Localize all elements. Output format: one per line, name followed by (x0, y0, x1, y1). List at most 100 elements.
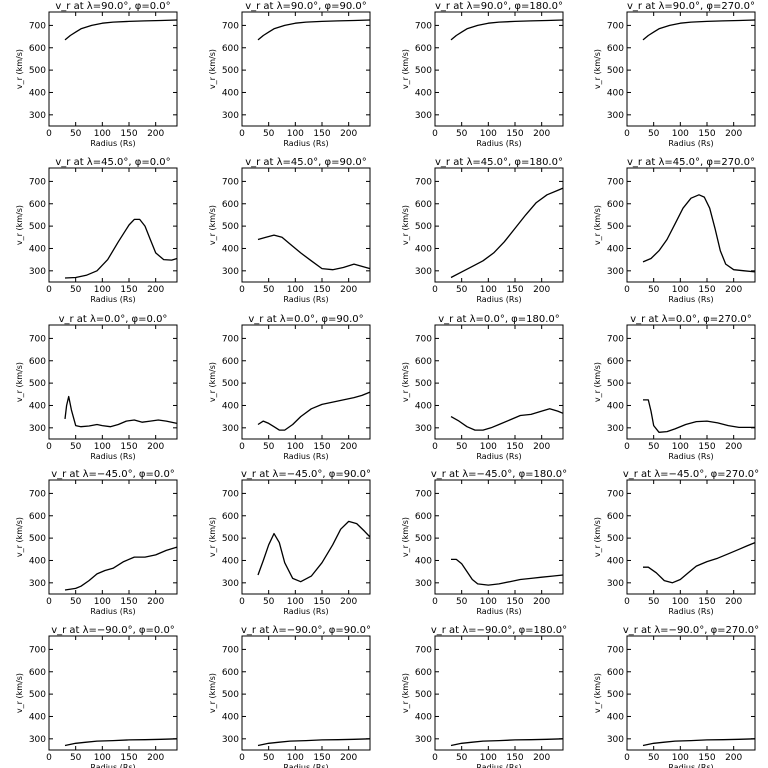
x-tick-label: 0 (432, 753, 438, 763)
x-tick-label: 150 (506, 285, 523, 295)
chart-panel-18: v_r at λ=−90.0°, φ=90.0° 0 50 100 150 200 300 4… (208, 625, 371, 768)
y-tick-label: 500 (415, 66, 432, 76)
y-tick-label: 300 (607, 267, 624, 277)
y-tick-label: 500 (29, 222, 46, 232)
chart-title: v_r at λ=45.0°, φ=0.0° (55, 157, 170, 168)
y-tick-label: 500 (607, 379, 624, 389)
y-tick-label: 300 (222, 267, 239, 277)
plot-frame (434, 11, 564, 127)
plot-frame (241, 324, 371, 440)
x-axis-label: Radius (Rs) (283, 295, 328, 304)
x-tick-label: 50 (456, 129, 468, 139)
y-tick-label: 600 (222, 44, 239, 54)
y-tick-label: 400 (415, 401, 432, 411)
y-tick-label: 600 (222, 357, 239, 367)
x-tick-label: 100 (94, 753, 111, 763)
y-tick-label: 700 (29, 489, 46, 499)
y-tick-label: 700 (607, 21, 624, 31)
x-tick-label: 50 (70, 129, 82, 139)
y-tick-label: 400 (415, 244, 432, 254)
x-tick-label: 200 (147, 753, 164, 763)
y-axis-label: v_r (km/s) (208, 205, 217, 245)
y-tick-label: 400 (222, 244, 239, 254)
y-tick-label: 600 (29, 200, 46, 210)
chart-panel-1: v_r at λ=90.0°, φ=0.0° 0 50 100 150 200 300 400… (15, 1, 178, 148)
series-line (450, 738, 564, 747)
x-tick-label: 50 (263, 597, 275, 607)
chart-title: v_r at λ=−90.0°, φ=0.0° (51, 625, 175, 636)
x-tick-label: 0 (46, 597, 52, 607)
x-axis-label: Radius (Rs) (90, 139, 135, 148)
x-tick-label: 200 (725, 597, 742, 607)
y-tick-label: 500 (415, 222, 432, 232)
chart-title: v_r at λ=−90.0°, φ=90.0° (241, 625, 371, 636)
y-tick-label: 500 (607, 690, 624, 700)
y-tick-label: 500 (222, 222, 239, 232)
y-tick-label: 300 (415, 579, 432, 589)
x-tick-label: 150 (120, 753, 137, 763)
x-axis-label: Radius (Rs) (668, 452, 713, 461)
y-axis-label: v_r (km/s) (208, 517, 217, 557)
y-tick-label: 300 (415, 111, 432, 121)
chart-panel-4: v_r at λ=90.0°, φ=270.0° 0 50 100 150 200 300 4… (593, 1, 756, 148)
chart-panel-15: v_r at λ=−45.0°, φ=180.0° 0 50 100 150 200 300… (401, 469, 567, 616)
x-tick-label: 200 (340, 753, 357, 763)
chart-panel-11: v_r at λ=0.0°, φ=180.0° 0 50 100 150 200 300 40… (401, 314, 564, 461)
chart-panel-13: v_r at λ=−45.0°, φ=0.0° 0 50 100 150 200 300 40… (15, 469, 178, 616)
series-line (257, 391, 371, 431)
y-tick-label: 500 (29, 379, 46, 389)
plot-frame (241, 479, 371, 595)
x-tick-label: 200 (340, 597, 357, 607)
x-tick-label: 50 (456, 442, 468, 452)
y-tick-label: 600 (29, 44, 46, 54)
y-axis-label: v_r (km/s) (401, 517, 410, 557)
y-tick-label: 300 (29, 111, 46, 121)
chart-panel-20: v_r at λ=−90.0°, φ=270.0° 0 50 100 150 200 300… (593, 625, 759, 768)
y-tick-label: 600 (29, 357, 46, 367)
plot-frame (626, 635, 756, 751)
y-tick-label: 500 (222, 66, 239, 76)
x-tick-label: 150 (313, 285, 330, 295)
x-tick-label: 50 (263, 129, 275, 139)
y-tick-label: 400 (222, 712, 239, 722)
y-tick-label: 300 (222, 111, 239, 121)
y-tick-label: 400 (607, 401, 624, 411)
chart-panel-6: v_r at λ=45.0°, φ=90.0° 0 50 100 150 200 300 40… (208, 157, 371, 304)
series-line (64, 546, 178, 591)
x-tick-label: 100 (672, 753, 689, 763)
chart-title: v_r at λ=−90.0°, φ=270.0° (623, 625, 759, 636)
y-tick-label: 700 (29, 177, 46, 187)
plot-frame (626, 167, 756, 283)
series-line (642, 194, 756, 273)
y-tick-label: 400 (29, 556, 46, 566)
chart-panel-9: v_r at λ=0.0°, φ=0.0° 0 50 100 150 200 300 400 5… (15, 314, 178, 461)
series-line (450, 408, 564, 431)
plot-frame (626, 11, 756, 127)
y-tick-label: 600 (415, 512, 432, 522)
x-tick-label: 50 (70, 442, 82, 452)
x-tick-label: 200 (725, 129, 742, 139)
x-tick-label: 150 (120, 285, 137, 295)
series-line (642, 19, 756, 41)
x-tick-label: 0 (624, 597, 630, 607)
y-tick-label: 500 (607, 534, 624, 544)
y-tick-label: 300 (415, 735, 432, 745)
x-axis-label: Radius (Rs) (668, 763, 713, 768)
chart-title: v_r at λ=−90.0°, φ=180.0° (431, 625, 567, 636)
x-tick-label: 150 (698, 442, 715, 452)
x-tick-label: 200 (533, 753, 550, 763)
y-tick-label: 300 (222, 735, 239, 745)
x-tick-label: 50 (648, 597, 660, 607)
y-tick-label: 600 (607, 200, 624, 210)
y-tick-label: 300 (607, 735, 624, 745)
x-tick-label: 0 (432, 129, 438, 139)
y-tick-label: 400 (415, 712, 432, 722)
x-tick-label: 150 (120, 129, 137, 139)
chart-panel-8: v_r at λ=45.0°, φ=270.0° 0 50 100 150 200 300 4… (593, 157, 756, 304)
y-tick-label: 700 (222, 489, 239, 499)
y-axis-label: v_r (km/s) (593, 517, 602, 557)
y-tick-label: 500 (607, 66, 624, 76)
x-tick-label: 200 (147, 129, 164, 139)
chart-panel-7: v_r at λ=45.0°, φ=180.0° 0 50 100 150 200 300 4… (401, 157, 564, 304)
